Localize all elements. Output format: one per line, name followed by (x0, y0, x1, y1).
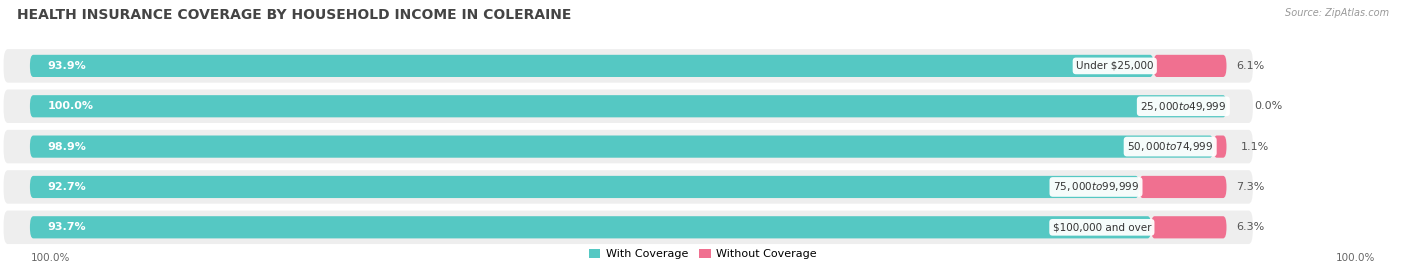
Text: 93.7%: 93.7% (48, 222, 87, 232)
Text: 6.1%: 6.1% (1236, 61, 1264, 71)
FancyBboxPatch shape (1152, 216, 1226, 238)
Legend: With Coverage, Without Coverage: With Coverage, Without Coverage (585, 244, 821, 263)
Text: 100.0%: 100.0% (1336, 253, 1375, 263)
FancyBboxPatch shape (4, 211, 1253, 244)
Text: 1.1%: 1.1% (1241, 141, 1270, 152)
FancyBboxPatch shape (4, 170, 1253, 204)
FancyBboxPatch shape (30, 95, 1226, 117)
Text: HEALTH INSURANCE COVERAGE BY HOUSEHOLD INCOME IN COLERAINE: HEALTH INSURANCE COVERAGE BY HOUSEHOLD I… (17, 8, 571, 22)
Text: $25,000 to $49,999: $25,000 to $49,999 (1140, 100, 1226, 113)
Text: 0.0%: 0.0% (1254, 101, 1282, 111)
Text: 93.9%: 93.9% (48, 61, 87, 71)
Text: 6.3%: 6.3% (1236, 222, 1264, 232)
Text: Under $25,000: Under $25,000 (1076, 61, 1153, 71)
FancyBboxPatch shape (1213, 136, 1226, 158)
FancyBboxPatch shape (4, 130, 1253, 163)
FancyBboxPatch shape (1153, 55, 1226, 77)
FancyBboxPatch shape (30, 55, 1153, 77)
FancyBboxPatch shape (30, 136, 1213, 158)
Text: $100,000 and over: $100,000 and over (1053, 222, 1152, 232)
Text: 98.9%: 98.9% (48, 141, 87, 152)
Text: Source: ZipAtlas.com: Source: ZipAtlas.com (1285, 8, 1389, 18)
FancyBboxPatch shape (4, 90, 1253, 123)
FancyBboxPatch shape (30, 216, 1152, 238)
Text: 92.7%: 92.7% (48, 182, 87, 192)
Text: 7.3%: 7.3% (1236, 182, 1264, 192)
Text: 100.0%: 100.0% (31, 253, 70, 263)
Text: 100.0%: 100.0% (48, 101, 94, 111)
Text: $50,000 to $74,999: $50,000 to $74,999 (1128, 140, 1213, 153)
FancyBboxPatch shape (1139, 176, 1226, 198)
Text: $75,000 to $99,999: $75,000 to $99,999 (1053, 180, 1139, 193)
FancyBboxPatch shape (4, 49, 1253, 83)
FancyBboxPatch shape (30, 176, 1139, 198)
